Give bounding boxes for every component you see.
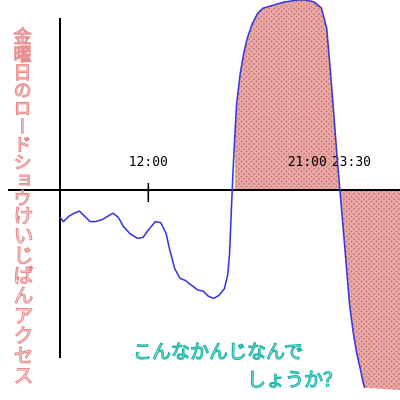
y-axis-label-upper: 金曜日のロードショウ (11, 27, 32, 207)
x-tick-layer: 12:00 21:00 23:30 (129, 155, 371, 202)
note-line-1: こんなかんじなんで (133, 341, 303, 363)
x-tick-label-0: 12:00 (129, 155, 168, 170)
access-curve-line (59, 0, 366, 389)
note-line-2: しょうか？ (247, 369, 342, 391)
y-axis-label-lower: けいじばんアクセス (10, 205, 34, 385)
x-tick-label-1: 21:00 (288, 155, 327, 170)
shaded-area-1 (289, 0, 400, 390)
shaded-area-0 (234, 1, 290, 190)
shaded-area-layer (234, 0, 400, 390)
x-tick-label-2: 23:30 (332, 155, 371, 170)
